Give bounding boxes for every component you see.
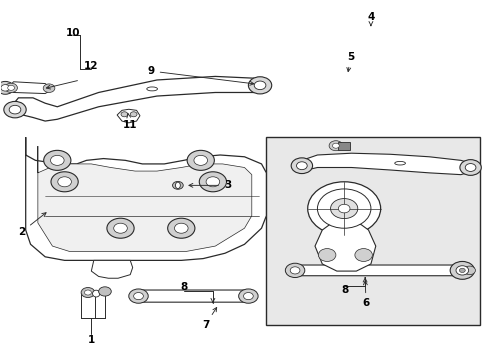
Ellipse shape [175,182,180,189]
Circle shape [99,287,111,296]
Circle shape [464,163,475,171]
Circle shape [43,150,71,170]
Ellipse shape [146,87,157,91]
Circle shape [285,263,304,278]
Polygon shape [38,146,251,251]
Circle shape [4,102,26,118]
Circle shape [84,290,91,295]
Bar [337,142,350,150]
Polygon shape [26,137,266,260]
Circle shape [449,261,473,279]
Circle shape [254,81,265,90]
Text: 5: 5 [346,52,353,72]
Circle shape [5,83,18,93]
Circle shape [8,85,15,90]
Circle shape [187,150,214,170]
Circle shape [0,81,14,94]
Circle shape [238,289,258,303]
Bar [266,137,479,325]
Circle shape [459,159,480,175]
Polygon shape [91,260,132,278]
Circle shape [458,268,464,273]
Circle shape [51,172,78,192]
Text: 8: 8 [340,285,347,295]
Polygon shape [291,265,458,276]
Circle shape [318,249,335,261]
Circle shape [248,77,271,94]
Circle shape [330,199,357,219]
Circle shape [81,288,95,297]
Circle shape [194,156,207,165]
Text: 12: 12 [84,62,99,71]
Text: 6: 6 [362,281,369,308]
Circle shape [133,293,143,300]
Circle shape [114,223,127,233]
Circle shape [174,223,188,233]
Circle shape [243,293,253,300]
Circle shape [167,218,195,238]
Circle shape [328,141,342,151]
Text: 7: 7 [202,307,216,330]
Circle shape [50,156,64,165]
Circle shape [107,218,134,238]
Circle shape [338,204,349,213]
Circle shape [1,85,10,91]
Polygon shape [296,153,472,175]
Circle shape [332,143,339,148]
Text: 1: 1 [87,335,95,345]
Text: 11: 11 [123,114,137,130]
Circle shape [172,181,183,189]
Circle shape [205,177,219,187]
Circle shape [455,266,468,275]
Text: 4: 4 [366,13,374,26]
Circle shape [289,267,299,274]
Polygon shape [135,290,251,302]
Polygon shape [314,223,375,271]
Text: 8: 8 [180,282,187,292]
Circle shape [9,105,21,114]
Circle shape [43,84,55,93]
Circle shape [317,189,370,228]
Polygon shape [9,82,50,94]
Circle shape [128,289,148,303]
Text: 10: 10 [66,28,81,38]
Circle shape [130,112,137,117]
Polygon shape [11,76,264,121]
Circle shape [354,249,372,261]
Text: 2: 2 [18,213,46,237]
Ellipse shape [394,161,405,165]
Circle shape [463,266,474,275]
Text: 3: 3 [188,180,231,190]
Circle shape [290,158,312,174]
Text: 9: 9 [147,66,253,85]
Circle shape [296,162,306,170]
Circle shape [199,172,226,192]
Ellipse shape [92,290,100,297]
Polygon shape [117,109,140,123]
Circle shape [121,112,127,117]
Circle shape [307,182,380,235]
Circle shape [58,177,71,187]
